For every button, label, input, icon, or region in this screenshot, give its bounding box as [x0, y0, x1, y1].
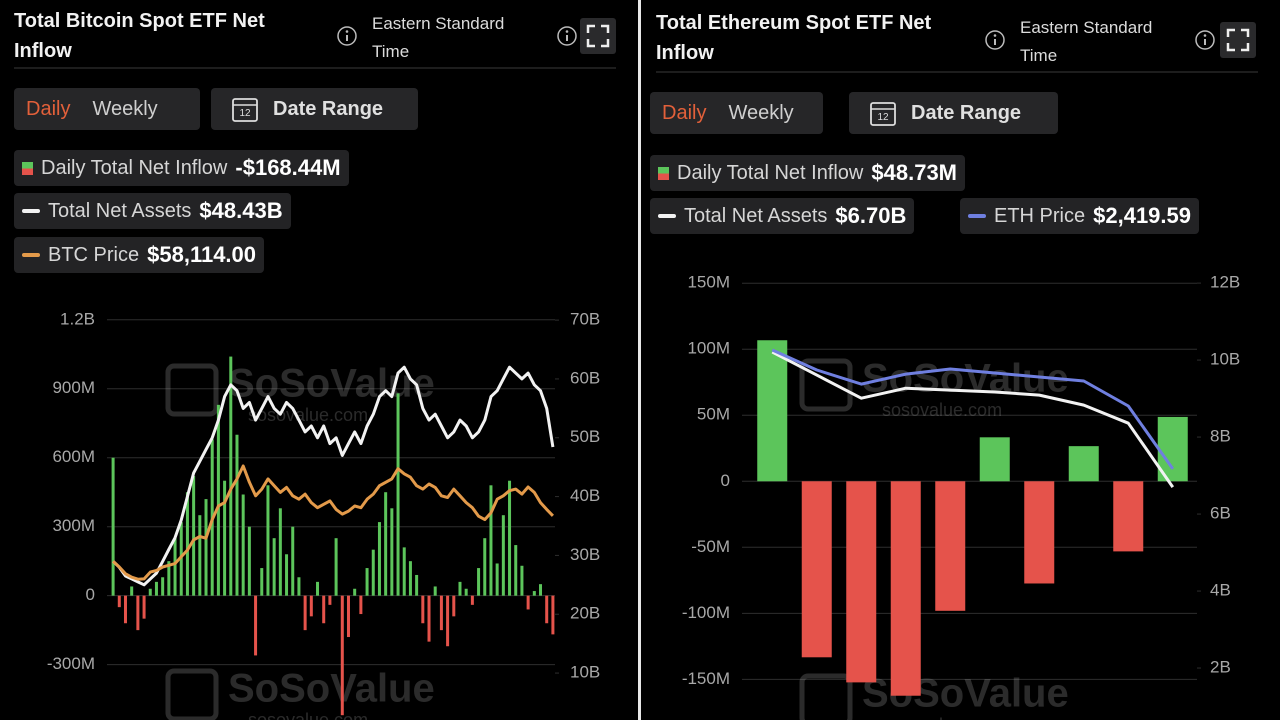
date-range-label: Date Range: [273, 97, 384, 120]
fullscreen-button[interactable]: [1220, 22, 1256, 58]
legend-value: -$168.44M: [235, 155, 341, 180]
legend-swatch: [22, 253, 40, 257]
legend-item: Total Net Assets $6.70B: [650, 198, 915, 234]
timezone: Eastern Standard Time: [1020, 18, 1153, 65]
legend-name: Total Net Assets: [684, 204, 828, 227]
tab-group: Daily Weekly: [650, 92, 823, 134]
legend-name: ETH Price: [994, 204, 1086, 227]
legend-swatch: [22, 209, 40, 213]
date-range-button[interactable]: Date Range: [849, 92, 1058, 134]
tab-group: Daily Weekly: [14, 88, 200, 130]
legend-name: Daily Total Net Inflow: [677, 161, 864, 184]
chart-title: Total Ethereum Spot ETF Net Inflow: [656, 12, 932, 64]
legend-item: Daily Total Net Inflow -$168.44M: [14, 150, 349, 186]
legend-swatch: [22, 161, 33, 175]
legend-swatch: [968, 214, 986, 218]
tab[interactable]: Daily: [26, 97, 71, 120]
legend-name: Daily Total Net Inflow: [41, 156, 228, 179]
date-range-button[interactable]: Date Range: [211, 88, 418, 130]
legend-value: $58,114.00: [147, 242, 257, 267]
legend-value: $6.70B: [835, 203, 907, 228]
timezone: Eastern Standard Time: [372, 14, 505, 61]
tab[interactable]: Weekly: [728, 101, 794, 124]
legend-name: Total Net Assets: [48, 199, 192, 222]
fullscreen-button[interactable]: [580, 18, 616, 54]
legend-item: ETH Price $2,419.59: [960, 198, 1199, 234]
legend-item: Daily Total Net Inflow $48.73M: [650, 155, 966, 191]
legend-item: Total Net Assets $48.43B: [14, 193, 291, 229]
legend-swatch: [658, 214, 676, 218]
tab[interactable]: Weekly: [92, 97, 158, 120]
legend-swatch: [658, 166, 669, 180]
legend-item: BTC Price $58,114.00: [14, 237, 265, 273]
legend-value: $2,419.59: [1093, 203, 1191, 228]
legend-name: BTC Price: [48, 243, 140, 266]
chart-title: Total Bitcoin Spot ETF Net Inflow: [14, 10, 265, 62]
date-range-label: Date Range: [911, 101, 1022, 124]
legend-value: $48.73M: [871, 160, 958, 185]
legend-value: $48.43B: [199, 198, 283, 223]
tab[interactable]: Daily: [662, 101, 707, 124]
